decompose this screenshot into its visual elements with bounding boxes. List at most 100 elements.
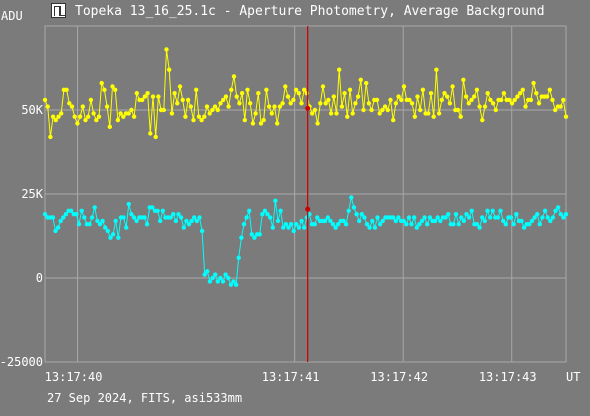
- data-point: [490, 101, 496, 106]
- aperture-photometry-icon[interactable]: [51, 3, 66, 18]
- data-point: [377, 222, 383, 227]
- data-point: [337, 67, 342, 72]
- data-point: [178, 215, 184, 220]
- grid-lines: [45, 26, 566, 362]
- data-point: [100, 218, 105, 224]
- data-point: [273, 198, 278, 203]
- data-point: [333, 225, 338, 230]
- data-point: [285, 94, 291, 99]
- data-point: [228, 282, 234, 287]
- data-point: [425, 222, 430, 227]
- data-point: [545, 215, 550, 220]
- data-point: [172, 91, 177, 96]
- data-point: [269, 111, 274, 116]
- data-point: [233, 282, 239, 287]
- x-tick-label: 13:17:43: [479, 370, 537, 384]
- data-point: [412, 114, 417, 119]
- data-point: [548, 218, 553, 224]
- data-point: [493, 107, 498, 113]
- data-point: [194, 218, 199, 224]
- cursor-marker: [305, 206, 311, 212]
- data-point: [218, 101, 223, 106]
- data-point: [477, 104, 482, 109]
- data-point: [412, 215, 417, 220]
- data-point: [501, 91, 507, 96]
- data-point: [509, 101, 515, 106]
- data-point: [234, 94, 239, 99]
- data-point: [322, 218, 328, 224]
- data-point: [249, 232, 254, 237]
- data-point: [302, 225, 307, 230]
- data-point: [291, 228, 296, 234]
- data-point: [531, 80, 536, 86]
- data-point: [144, 222, 150, 227]
- data-point: [88, 97, 94, 103]
- data-point: [223, 272, 228, 277]
- data-point: [171, 212, 176, 217]
- data-point: [555, 205, 561, 210]
- data-point: [204, 104, 210, 109]
- data-point: [50, 215, 56, 220]
- data-point: [67, 101, 72, 106]
- data-point: [512, 97, 517, 103]
- data-point: [563, 212, 569, 217]
- data-point: [42, 212, 48, 217]
- data-point: [446, 212, 451, 217]
- data-point: [150, 205, 155, 210]
- data-point: [278, 208, 283, 213]
- data-point: [202, 272, 207, 277]
- data-point: [105, 228, 111, 234]
- data-point: [312, 107, 318, 113]
- data-point: [553, 107, 558, 113]
- data-point: [173, 218, 179, 224]
- data-point: [55, 225, 61, 230]
- data-point: [495, 215, 501, 220]
- data-point: [503, 222, 508, 227]
- data-point: [103, 225, 108, 230]
- data-point: [59, 111, 64, 116]
- data-point: [218, 275, 223, 281]
- data-point: [450, 84, 455, 89]
- data-point: [372, 225, 378, 230]
- data-point: [296, 91, 301, 96]
- data-point: [229, 87, 234, 93]
- data-point: [459, 215, 464, 220]
- data-point: [153, 134, 158, 140]
- data-point: [231, 74, 237, 79]
- data-point: [401, 218, 406, 224]
- data-point: [108, 235, 113, 240]
- data-point: [110, 232, 116, 237]
- data-point: [499, 97, 504, 103]
- data-point: [472, 94, 477, 99]
- data-point: [121, 215, 126, 220]
- data-point: [116, 235, 121, 240]
- data-point: [69, 208, 74, 213]
- data-point: [97, 222, 103, 227]
- data-point: [148, 131, 153, 136]
- data-point: [355, 94, 361, 99]
- data-point: [121, 114, 126, 119]
- time-cursor[interactable]: [305, 26, 311, 362]
- data-point: [237, 101, 242, 106]
- data-point: [275, 121, 280, 126]
- data-point: [189, 218, 194, 224]
- data-point: [242, 117, 247, 123]
- data-point: [507, 97, 512, 103]
- data-point: [256, 91, 261, 96]
- data-point: [341, 218, 346, 224]
- data-point: [480, 117, 485, 123]
- data-point: [53, 117, 58, 123]
- data-point: [277, 104, 283, 109]
- data-point: [439, 97, 444, 103]
- data-point: [207, 111, 212, 116]
- data-point: [226, 275, 231, 281]
- data-point: [239, 235, 244, 240]
- data-point: [186, 222, 192, 227]
- data-point: [382, 104, 388, 109]
- data-point: [442, 91, 447, 96]
- data-point: [370, 218, 375, 224]
- data-point: [283, 222, 289, 227]
- data-point: [393, 101, 399, 106]
